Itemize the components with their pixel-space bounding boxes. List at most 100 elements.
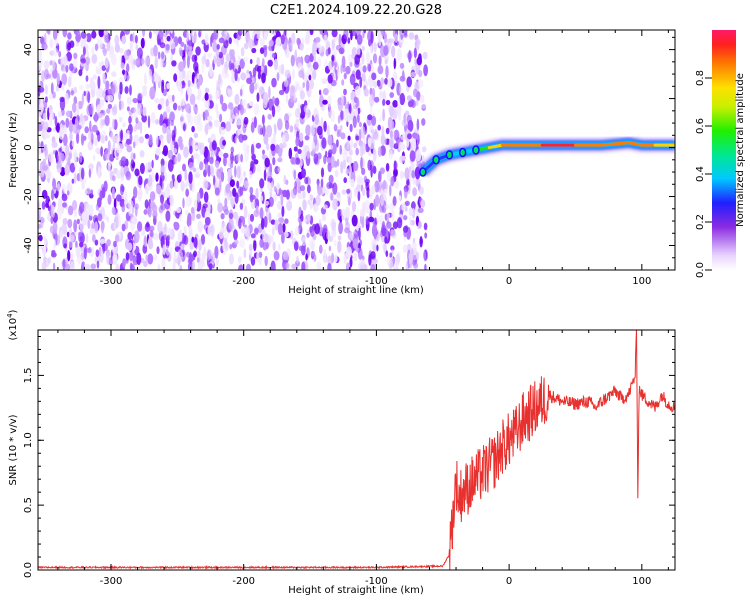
noise-cell — [87, 91, 91, 104]
noise-cell — [300, 158, 304, 167]
noise-cell — [323, 120, 327, 133]
noise-cell — [72, 102, 77, 113]
noise-cell — [185, 103, 192, 113]
y-tick-label: 0.5 — [23, 497, 34, 513]
noise-cell — [343, 108, 349, 121]
noise-cell — [334, 169, 339, 178]
noise-cell — [327, 95, 332, 108]
noise-cell — [249, 82, 255, 94]
noise-cell — [182, 163, 186, 172]
noise-cell — [59, 96, 65, 103]
noise-cell — [299, 185, 306, 192]
noise-cell — [417, 78, 424, 89]
noise-cell — [147, 115, 151, 129]
noise-cell — [222, 139, 227, 146]
noise-cell — [327, 74, 333, 84]
noise-cell — [255, 188, 259, 200]
noise-cell — [303, 105, 309, 114]
noise-cell — [399, 75, 406, 82]
noise-cell — [147, 176, 153, 187]
noise-cell — [378, 170, 382, 183]
noise-cell — [174, 156, 178, 165]
noise-cell — [277, 157, 283, 163]
noise-cell — [193, 115, 200, 126]
heatmap-marks — [38, 30, 675, 270]
noise-cell — [234, 93, 240, 105]
noise-cell — [297, 192, 304, 200]
noise-cell — [180, 243, 185, 250]
noise-cell — [95, 249, 100, 258]
noise-cell — [77, 100, 83, 110]
noise-cell — [137, 92, 143, 101]
noise-cell — [127, 242, 133, 251]
noise-cell — [256, 33, 261, 40]
noise-cell — [188, 225, 192, 233]
noise-cell — [129, 84, 132, 96]
noise-cell — [274, 219, 279, 231]
noise-cell — [327, 149, 333, 158]
noise-cell — [106, 216, 110, 223]
noise-cell — [147, 161, 152, 170]
noise-cell — [221, 66, 228, 79]
noise-cell — [146, 221, 150, 228]
noise-cell — [94, 221, 99, 234]
noise-cell — [107, 103, 113, 109]
noise-cell — [59, 123, 64, 137]
noise-cell — [283, 79, 289, 88]
noise-cell — [419, 94, 425, 103]
noise-cell — [277, 223, 283, 235]
noise-cell — [73, 208, 78, 218]
noise-cell — [406, 76, 413, 88]
noise-cell — [257, 124, 263, 135]
noise-cell — [72, 57, 78, 69]
noise-cell — [277, 200, 282, 210]
noise-cell — [182, 197, 185, 209]
noise-cell — [41, 201, 46, 210]
noise-cell — [295, 83, 299, 90]
noise-cell — [408, 252, 414, 265]
noise-cell — [92, 214, 99, 224]
noise-cell — [229, 62, 235, 70]
noise-cell — [295, 136, 300, 147]
noise-cell — [204, 162, 209, 174]
noise-cell — [280, 63, 285, 75]
noise-cell — [284, 30, 287, 36]
noise-cell — [272, 157, 276, 166]
noise-cell — [53, 239, 56, 250]
noise-cell — [390, 176, 395, 187]
noise-cell — [164, 199, 171, 210]
noise-cell — [228, 212, 234, 220]
noise-cell — [340, 132, 346, 140]
noise-cell — [276, 72, 280, 82]
noise-cell — [94, 239, 99, 246]
noise-cell — [234, 165, 237, 178]
noise-cell — [403, 188, 408, 199]
noise-cell — [39, 50, 42, 59]
noise-cell — [286, 200, 293, 212]
noise-cell — [43, 43, 48, 50]
noise-cell — [254, 82, 258, 91]
noise-cell — [338, 221, 343, 235]
noise-cell — [273, 185, 277, 192]
noise-cell — [389, 105, 395, 118]
noise-cell — [93, 133, 98, 146]
noise-cell — [155, 148, 161, 156]
signal-blob — [419, 167, 427, 177]
noise-cell — [121, 205, 126, 213]
noise-cell — [209, 156, 214, 165]
noise-cell — [265, 204, 269, 213]
noise-cell — [323, 248, 327, 257]
noise-cell — [179, 213, 182, 221]
noise-cell — [61, 73, 68, 86]
noise-cell — [238, 133, 244, 143]
noise-cell — [149, 191, 156, 202]
noise-cell — [240, 47, 245, 57]
y-tick-label: -20 — [23, 188, 34, 204]
noise-cell — [122, 122, 126, 128]
noise-cell — [58, 147, 62, 153]
noise-cell — [227, 192, 231, 201]
noise-cell — [110, 84, 116, 96]
noise-cell — [164, 187, 169, 199]
noise-cell — [409, 150, 416, 162]
noise-cell — [92, 234, 96, 243]
